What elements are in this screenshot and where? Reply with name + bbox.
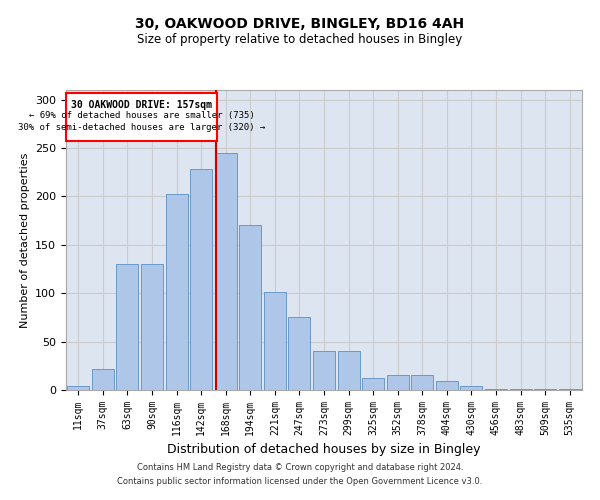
Bar (116, 264, 139, 390)
Text: Contains public sector information licensed under the Open Government Licence v3: Contains public sector information licen… (118, 477, 482, 486)
Bar (66, 93, 217, 142)
Bar (460, 386, 482, 390)
Bar (190, 170, 212, 390)
Bar (485, 389, 507, 390)
Bar (264, 292, 286, 390)
Bar (215, 153, 237, 390)
Text: Contains HM Land Registry data © Crown copyright and database right 2024.: Contains HM Land Registry data © Crown c… (137, 464, 463, 472)
Bar (534, 389, 556, 390)
Bar (92, 368, 114, 390)
Bar (166, 194, 188, 390)
Bar (289, 318, 310, 390)
Bar (362, 378, 384, 390)
Bar (313, 352, 335, 390)
Text: 30, OAKWOOD DRIVE, BINGLEY, BD16 4AH: 30, OAKWOOD DRIVE, BINGLEY, BD16 4AH (136, 18, 464, 32)
Bar (239, 226, 262, 390)
Bar (436, 382, 458, 390)
Bar (386, 374, 409, 390)
X-axis label: Distribution of detached houses by size in Bingley: Distribution of detached houses by size … (167, 444, 481, 456)
Bar (411, 374, 433, 390)
Bar (559, 389, 581, 390)
Bar (141, 264, 163, 390)
Bar (338, 352, 359, 390)
Y-axis label: Number of detached properties: Number of detached properties (20, 152, 29, 328)
Text: 30 OAKWOOD DRIVE: 157sqm: 30 OAKWOOD DRIVE: 157sqm (71, 100, 212, 110)
Bar (509, 389, 532, 390)
Text: Size of property relative to detached houses in Bingley: Size of property relative to detached ho… (137, 32, 463, 46)
Text: 30% of semi-detached houses are larger (320) →: 30% of semi-detached houses are larger (… (18, 123, 265, 132)
Bar (67, 386, 89, 390)
Text: ← 69% of detached houses are smaller (735): ← 69% of detached houses are smaller (73… (29, 112, 254, 120)
